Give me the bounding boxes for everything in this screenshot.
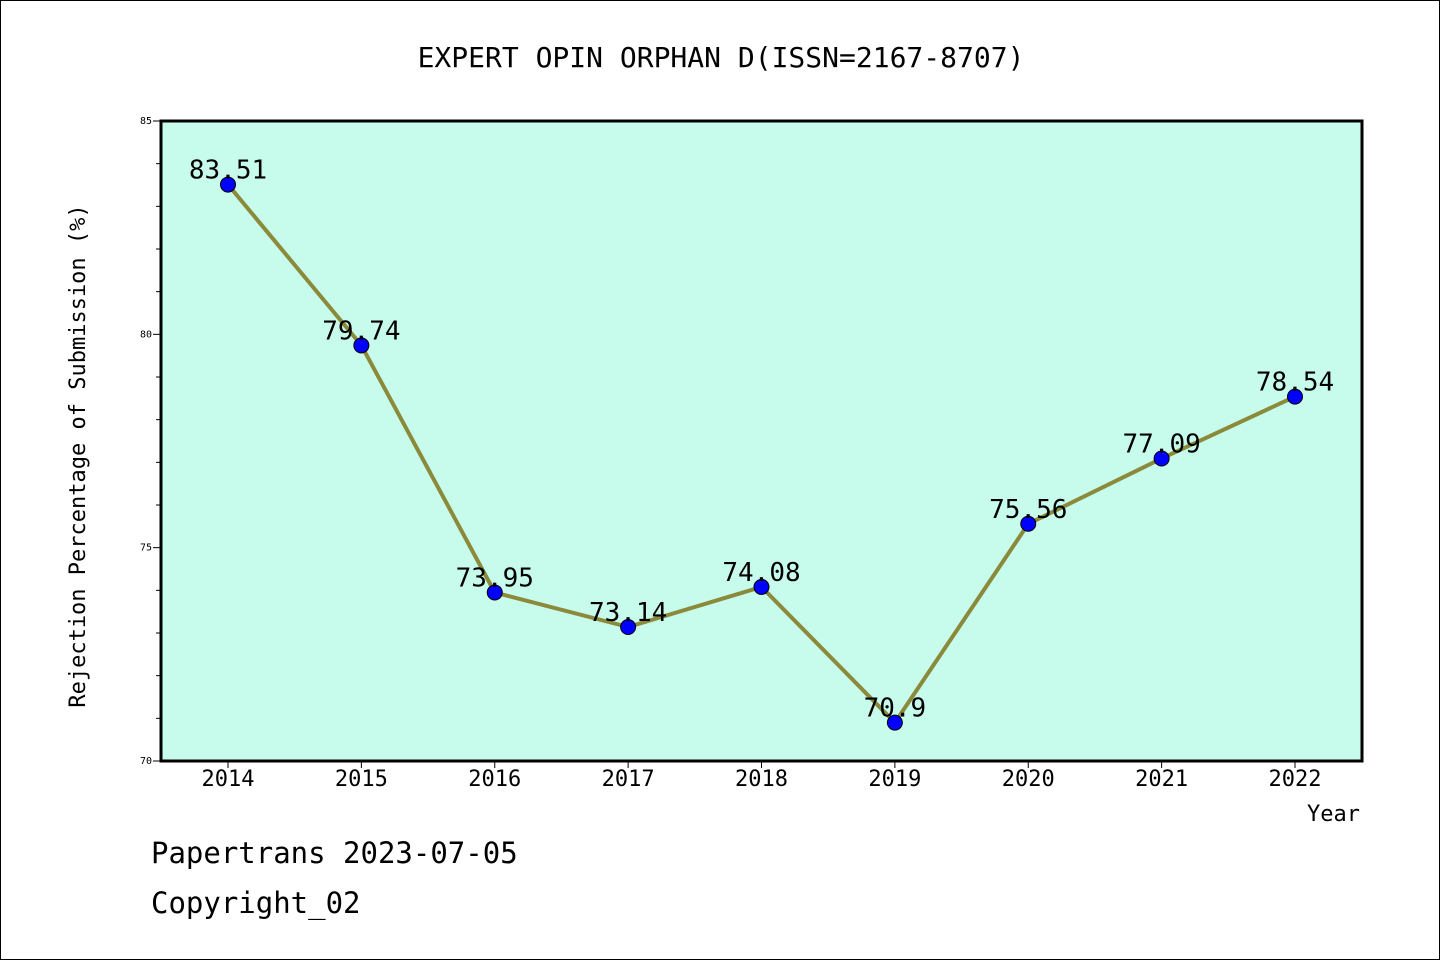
plot-area	[159, 119, 1364, 763]
x-tick-label: 2020	[1002, 767, 1055, 792]
y-tick-label: 80	[140, 329, 152, 340]
series-layer: 83.51 79.74 73.95 73.14 74.08 70.9 75.56 77.09 7…	[189, 156, 1334, 731]
data-label-2022: 78.54	[1256, 368, 1334, 398]
data-label-2021: 77.09	[1122, 429, 1200, 459]
y-tick-label: 75	[140, 543, 152, 554]
data-point-2022	[1287, 388, 1303, 405]
data-point-2017	[620, 619, 637, 636]
x-tick-label: 2019	[868, 767, 921, 792]
x-tick-label: 2021	[1135, 767, 1188, 792]
data-point-2016	[486, 584, 503, 601]
data-label-2014: 83.51	[189, 156, 267, 186]
x-tick-label: 2014	[202, 767, 255, 792]
x-tick-label: 2015	[335, 767, 388, 792]
x-tick-label: 2017	[602, 767, 655, 792]
x-tick-label: 2018	[735, 767, 788, 792]
x-tick-label: 2022	[1269, 767, 1322, 792]
data-point-2015	[353, 337, 370, 354]
y-axis-ticks: 70 75 80 85	[140, 116, 161, 767]
data-label-2020: 75.56	[989, 495, 1067, 525]
data-point-2018	[753, 578, 770, 595]
y-tick-label: 85	[140, 116, 152, 127]
y-axis-label: Rejection Percentage of Submission (%)	[66, 204, 91, 707]
x-tick-label: 2016	[468, 767, 521, 792]
x-axis-ticks: 2014 2015 2016 2017 2018 2019 2020 2021 2022	[202, 761, 1322, 792]
footer-date-line: Papertrans 2023-07-05	[151, 836, 518, 870]
data-label-2019: 70.9	[864, 694, 927, 724]
y-tick-label: 70	[140, 756, 152, 767]
data-label-2016: 73.95	[456, 563, 534, 593]
data-point-2014	[220, 176, 236, 193]
data-point-2021	[1153, 450, 1170, 467]
x-axis-label: Year	[1307, 802, 1360, 827]
data-label-2018: 74.08	[722, 558, 800, 588]
footer-copyright-line: Copyright_02	[151, 886, 361, 920]
chart-title: EXPERT OPIN ORPHAN D(ISSN=2167-8707)	[418, 41, 1025, 74]
data-point-2020	[1020, 515, 1037, 532]
data-label-2017: 73.14	[589, 598, 667, 628]
data-label-2015: 79.74	[322, 316, 400, 346]
data-point-2019	[886, 714, 903, 731]
